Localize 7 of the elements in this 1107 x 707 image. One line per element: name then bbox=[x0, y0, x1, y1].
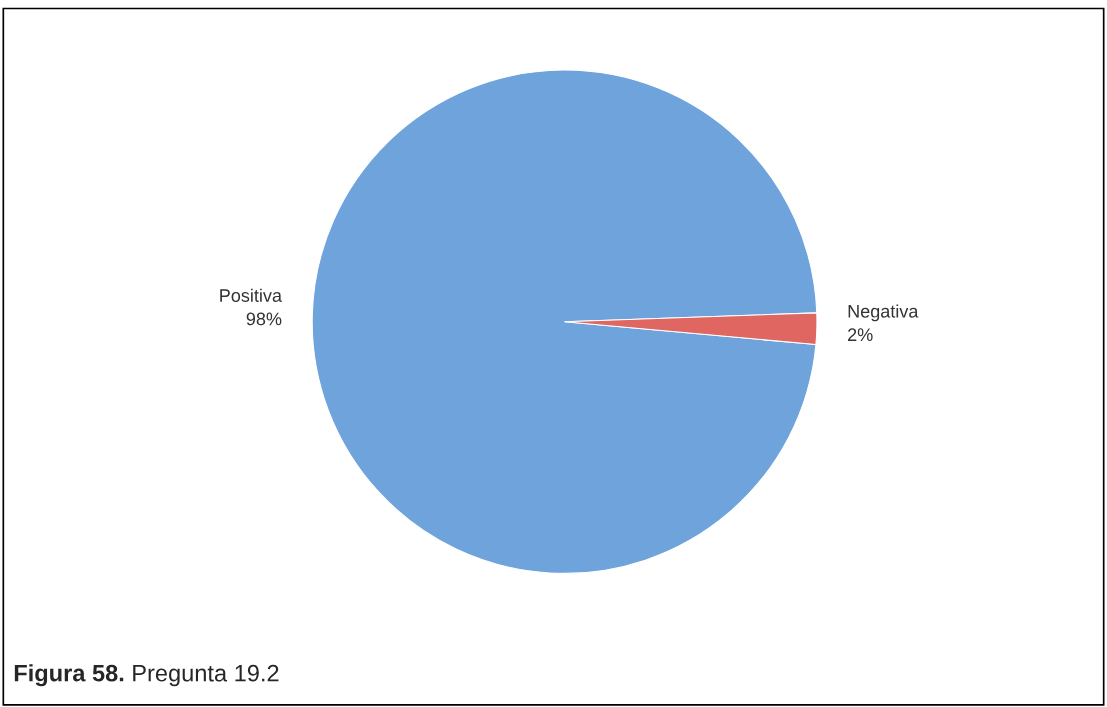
data-label: 2% bbox=[848, 328, 873, 341]
pie-slice bbox=[311, 69, 818, 574]
data-label: 98% bbox=[246, 312, 282, 326]
slice-label: Positiva bbox=[220, 288, 282, 302]
text: Figura 58. bbox=[14, 664, 124, 687]
slice-label: Negativa bbox=[848, 304, 919, 322]
text: Pregunta 19.2 bbox=[133, 664, 279, 687]
